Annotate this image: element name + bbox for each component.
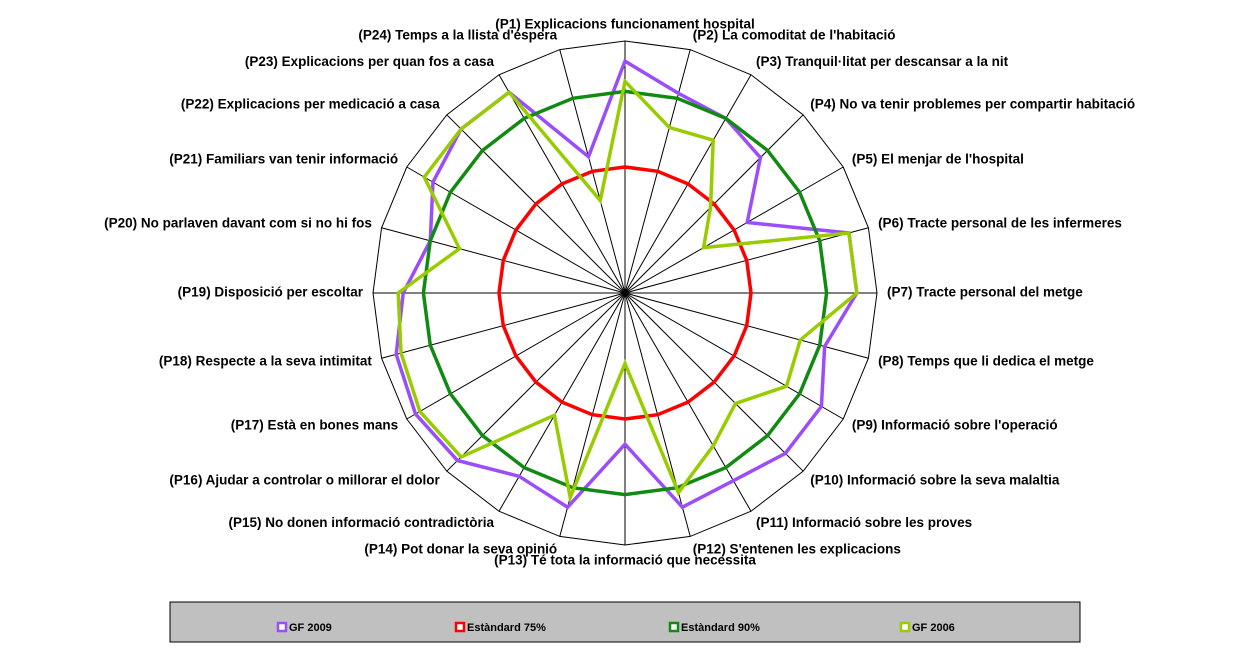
axis-label: (P11) Informació sobre les proves — [756, 515, 972, 530]
axis-label: (P7) Tracte personal del metge — [887, 285, 1083, 300]
axis-label: (P22) Explicacions per medicació a casa — [181, 96, 440, 111]
axis-label: (P2) La comoditat de l'habitació — [693, 28, 896, 43]
axis-label: (P18) Respecte a la seva intimitat — [159, 353, 373, 368]
axis-label: (P9) Informació sobre l'operació — [852, 418, 1058, 433]
axis-label: (P1) Explicacions funcionament hospital — [495, 17, 755, 32]
axis-label: (P13) Té tota la informació que necessit… — [494, 553, 756, 568]
axis-label: (P3) Tranquil·litat per descansar a la n… — [756, 54, 1009, 69]
axis-label: (P23) Explicacions per quan fos a casa — [245, 54, 495, 69]
axis-label: (P8) Temps que li dedica el metge — [878, 353, 1094, 368]
axis-label: (P20) No parlaven davant com si no hi fo… — [104, 216, 372, 231]
axis-label: (P5) El menjar de l'hospital — [852, 152, 1024, 167]
axis-label: (P24) Temps a la llista d'espera — [358, 28, 557, 43]
legend-label: GF 2009 — [289, 622, 332, 634]
axis-label: (P19) Disposició per escoltar — [178, 285, 364, 300]
series-line — [396, 77, 859, 504]
legend-swatch — [668, 621, 680, 633]
axis-label: (P12) S'entenen les explicacions — [693, 541, 901, 556]
axis-label: (P6) Tracte personal de les infermeres — [878, 216, 1122, 231]
legend-swatch — [276, 621, 288, 633]
legend-label: Estàndard 90% — [681, 622, 760, 634]
axis-label: (P16) Ajudar a controlar o millorar el d… — [169, 473, 440, 488]
axis-label: (P15) No donen informació contradictòria — [228, 515, 494, 530]
axis-label: (P17) Està en bones mans — [231, 418, 398, 433]
axis-label: (P10) Informació sobre la seva malaltia — [810, 473, 1060, 488]
series-line — [421, 89, 829, 497]
series-line — [394, 58, 859, 510]
legend-label: GF 2006 — [912, 622, 955, 634]
axis-label: (P14) Pot donar la seva opinió — [364, 541, 557, 556]
axis-label: (P21) Familiars van tenir informació — [169, 152, 398, 167]
series-line — [497, 165, 753, 421]
legend-swatch — [899, 621, 911, 633]
legend-box — [169, 601, 1081, 643]
axis-label: (P4) No va tenir problemes per compartir… — [810, 96, 1135, 111]
legend-label: Estàndard 75% — [467, 622, 546, 634]
legend-swatch — [454, 621, 466, 633]
